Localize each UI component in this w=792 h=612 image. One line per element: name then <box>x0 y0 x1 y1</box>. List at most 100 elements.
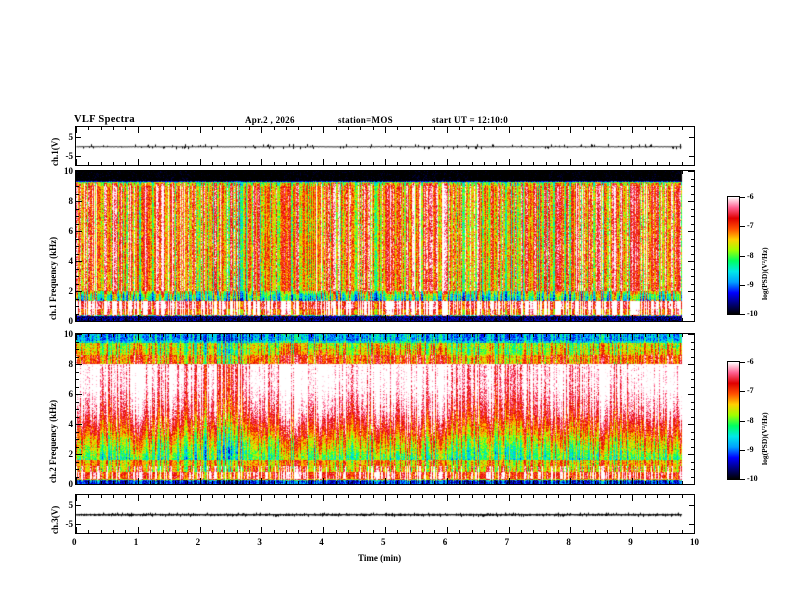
ch3-trace-canvas <box>76 495 694 533</box>
x-tick-top <box>595 495 597 498</box>
y-tick-left <box>76 334 82 335</box>
y-minor-tick-left <box>76 431 79 433</box>
x-tick-top <box>471 495 473 498</box>
x-tick-bottom <box>595 162 597 165</box>
x-tick-bottom <box>347 318 349 321</box>
x-tick-top <box>459 495 461 498</box>
y-minor-tick-left <box>76 253 79 255</box>
x-tick-bottom <box>681 530 683 533</box>
y-minor-tick-left <box>76 476 79 478</box>
x-tick-bottom <box>150 481 152 484</box>
x-tick-top <box>459 171 461 174</box>
x-tick-bottom <box>125 162 127 165</box>
x-tick-top <box>508 334 510 340</box>
x-tick-top <box>656 495 658 498</box>
y-tick-left <box>76 231 82 232</box>
x-tick-top <box>607 334 609 337</box>
x-tick-bottom <box>310 318 312 321</box>
x-tick-top <box>261 495 263 501</box>
x-tick-top <box>249 495 251 498</box>
x-tick-top <box>286 127 288 130</box>
x-tick-bottom <box>570 527 572 533</box>
x-tick-top <box>422 171 424 174</box>
x-tick-top <box>211 127 213 130</box>
ch1-spec-ylabel: ch.1 Frequency (kHz) <box>48 236 58 320</box>
x-tick-top <box>644 127 646 130</box>
x-tick-top <box>459 127 461 130</box>
x-tick-bottom <box>298 530 300 533</box>
x-tick-bottom <box>483 481 485 484</box>
x-tick-bottom <box>508 315 510 321</box>
y-tick-right <box>688 321 694 322</box>
x-tick-bottom <box>632 315 634 321</box>
x-tick-label: 6 <box>442 537 448 547</box>
x-tick-bottom <box>199 159 201 165</box>
y-minor-tick-left <box>76 193 79 195</box>
x-tick-top <box>273 171 275 174</box>
x-tick-top <box>298 171 300 174</box>
x-tick-top <box>187 495 189 498</box>
x-tick-top <box>335 171 337 174</box>
x-tick-bottom <box>656 162 658 165</box>
y-minor-tick-left <box>76 439 79 440</box>
x-tick-top <box>545 495 547 498</box>
x-tick-top <box>323 171 325 177</box>
x-tick-bottom <box>595 318 597 321</box>
x-tick-bottom <box>459 318 461 321</box>
y-minor-tick-left <box>76 416 79 418</box>
x-tick-top <box>137 127 139 133</box>
x-tick-top <box>669 495 671 498</box>
x-tick-bottom <box>261 527 263 533</box>
x-tick-bottom <box>385 315 386 321</box>
x-tick-top <box>125 334 127 337</box>
x-tick-bottom <box>88 481 90 484</box>
x-tick-bottom <box>273 481 275 484</box>
x-tick-top <box>644 171 646 174</box>
colorbar-tick <box>740 226 745 228</box>
x-tick-top <box>249 334 251 337</box>
x-tick-bottom <box>150 162 152 165</box>
x-axis-label: Time (min) <box>358 553 402 563</box>
colorbar-tick-label: -10 <box>747 309 758 318</box>
x-tick-top <box>607 495 609 498</box>
y-minor-tick-right <box>691 356 694 358</box>
x-tick-top <box>137 171 139 177</box>
y-tick-right <box>688 394 694 395</box>
x-tick-top <box>224 334 226 337</box>
x-tick-top <box>100 334 102 337</box>
x-tick-bottom <box>385 527 386 533</box>
x-tick-top <box>694 495 695 501</box>
x-tick-top <box>162 127 164 130</box>
ch1-spectrogram-image <box>76 171 694 321</box>
x-tick-top <box>619 171 621 174</box>
x-tick-top <box>261 334 263 340</box>
x-tick-bottom <box>236 162 238 165</box>
x-tick-bottom <box>508 159 510 165</box>
x-tick-top <box>76 495 77 501</box>
x-tick-top <box>199 495 201 501</box>
x-tick-bottom <box>249 530 251 533</box>
x-tick-bottom <box>249 162 251 165</box>
x-tick-label: 9 <box>628 537 633 547</box>
x-tick-top <box>236 171 238 174</box>
x-tick-bottom <box>310 162 312 165</box>
x-tick-top <box>694 171 695 177</box>
x-tick-top <box>434 334 436 337</box>
x-tick-top <box>125 171 127 174</box>
x-tick-top <box>496 127 498 130</box>
x-tick-bottom <box>520 481 522 484</box>
x-tick-top <box>310 171 312 174</box>
x-tick-top <box>520 334 522 337</box>
x-tick-top <box>211 495 213 498</box>
y-tick-left <box>76 504 81 506</box>
x-tick-top <box>261 171 263 177</box>
y-tick-left <box>76 484 82 485</box>
colorbar-tick-label: -7 <box>747 221 754 231</box>
y-minor-tick-right <box>691 476 694 478</box>
y-minor-tick-right <box>691 431 694 433</box>
x-tick-bottom <box>125 318 127 321</box>
x-tick-top <box>496 334 498 337</box>
x-tick-bottom <box>273 162 275 165</box>
x-tick-bottom <box>669 162 671 165</box>
